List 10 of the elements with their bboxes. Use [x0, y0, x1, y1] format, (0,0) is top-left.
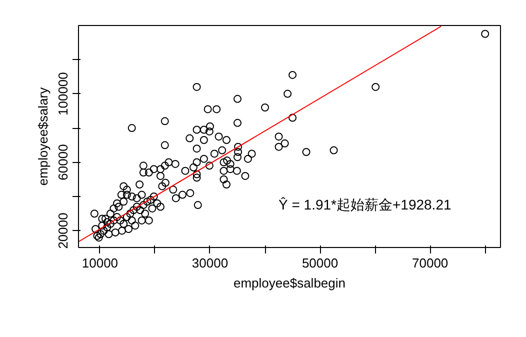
- x-tick-label: 50000: [302, 256, 338, 270]
- y-tick-label: 60000: [56, 144, 70, 180]
- x-tick-label: 10000: [82, 256, 118, 270]
- y-tick-label: 100000: [56, 72, 70, 116]
- x-tick-label: 70000: [412, 256, 448, 270]
- x-axis-title: employee$salbegin: [233, 276, 346, 290]
- annotation: Ŷ = 1.91*起始薪金+1928.21: [278, 196, 452, 212]
- y-tick-label: 20000: [56, 212, 70, 249]
- x-tick-label: 30000: [192, 256, 228, 270]
- y-axis-title: employee$salary: [36, 86, 50, 186]
